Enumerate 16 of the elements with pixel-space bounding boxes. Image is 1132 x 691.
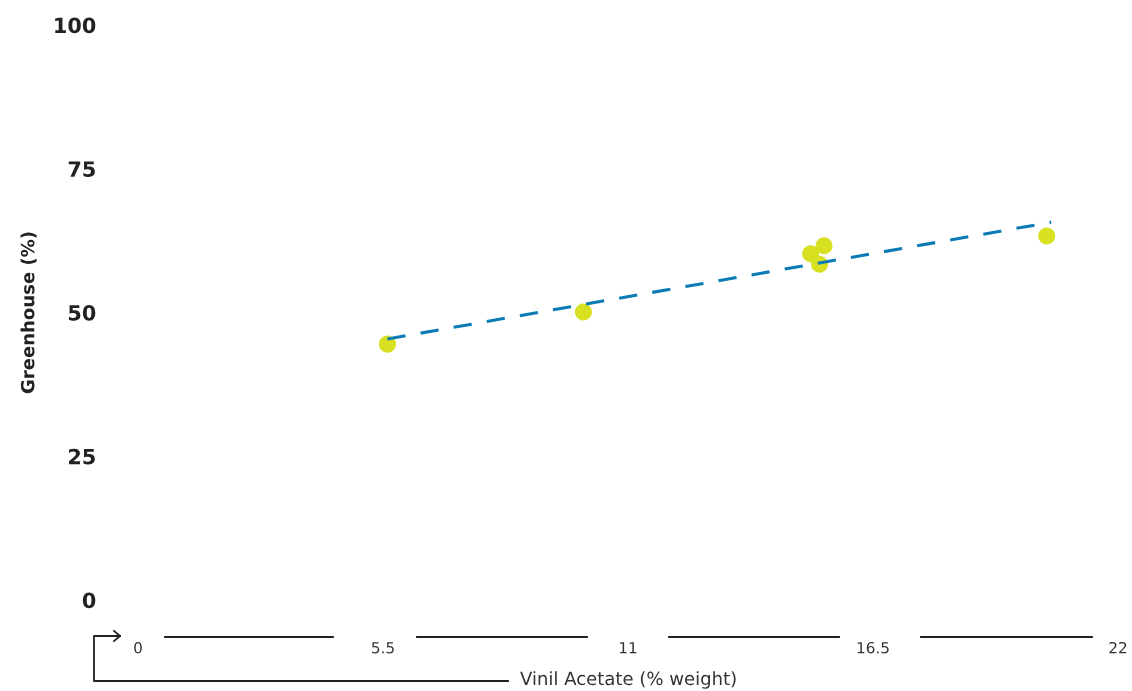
point	[574, 303, 592, 321]
x-tick-label: 0	[134, 641, 142, 654]
x-tick-label: 11	[619, 642, 637, 654]
y-tick-label: 100	[55, 17, 96, 34]
y-tick-label: 25	[68, 448, 95, 465]
x-tick-label: 22	[1109, 641, 1127, 654]
y-tick-label: 50	[68, 304, 96, 321]
x-tick-label: 16.5	[857, 641, 889, 654]
point	[378, 335, 396, 353]
y-tick-label: 75	[68, 161, 95, 177]
y-axis-title: Greenhouse (%)	[20, 232, 37, 394]
point	[1038, 227, 1056, 245]
x-tick-label: 5.5	[372, 642, 394, 654]
point	[815, 237, 833, 255]
x-axis-title: Vinil Acetate (% weight)	[520, 671, 736, 689]
y-tick-label: 0	[82, 592, 96, 609]
